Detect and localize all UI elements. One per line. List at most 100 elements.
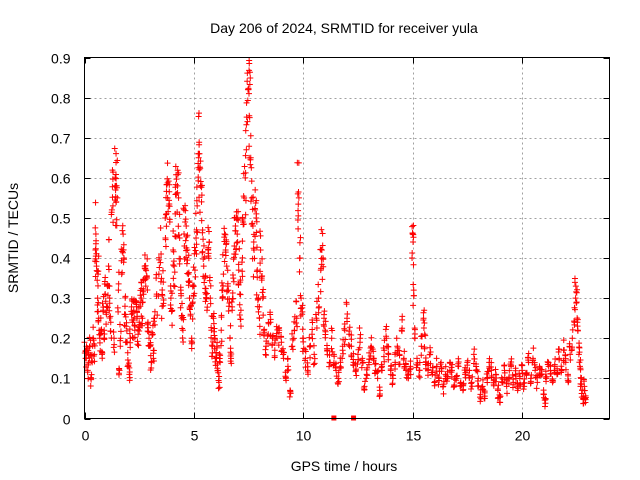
data-point (150, 355, 157, 362)
data-point (495, 382, 502, 389)
data-point (389, 372, 396, 379)
data-point (113, 216, 120, 223)
data-point (251, 255, 258, 262)
data-point (208, 353, 215, 360)
y-tick-label: 0.3 (51, 291, 71, 307)
data-point (569, 326, 576, 333)
data-point (141, 252, 148, 259)
data-point (90, 335, 97, 342)
data-point (173, 176, 180, 183)
data-point (478, 384, 485, 391)
data-point (421, 307, 428, 314)
data-point (213, 354, 220, 361)
data-point (210, 320, 217, 327)
data-point (251, 247, 258, 254)
data-point (113, 222, 120, 229)
data-point (202, 298, 209, 305)
data-point (572, 295, 579, 302)
data-point (191, 267, 198, 274)
data-point (205, 255, 212, 262)
data-point (229, 303, 236, 310)
data-point (342, 336, 349, 343)
data-point (243, 114, 250, 121)
data-point (246, 114, 253, 121)
data-point (165, 178, 172, 185)
data-point (300, 345, 307, 352)
data-point (207, 295, 214, 302)
data-point (401, 348, 408, 355)
data-point (299, 326, 306, 333)
x-tick-label: 0 (82, 428, 90, 444)
data-point (242, 152, 249, 159)
data-point (197, 178, 204, 185)
data-point (214, 339, 221, 346)
data-point (126, 326, 133, 333)
data-point (426, 351, 433, 358)
data-point (477, 398, 484, 405)
data-point (249, 222, 256, 229)
data-point (239, 273, 246, 280)
data-point (516, 373, 523, 380)
data-point (243, 121, 250, 128)
x-tick-label: 5 (191, 428, 199, 444)
data-point (158, 315, 165, 322)
data-point (240, 193, 247, 200)
data-point (551, 361, 558, 368)
data-point (571, 275, 578, 282)
data-point (180, 206, 187, 213)
data-point (108, 211, 115, 218)
data-point (572, 306, 579, 313)
data-point (304, 368, 311, 375)
data-point (573, 289, 580, 296)
data-point (169, 322, 176, 329)
data-point (421, 319, 428, 326)
data-point (357, 339, 364, 346)
data-point (449, 361, 456, 368)
data-point (170, 258, 177, 265)
data-point (139, 299, 146, 306)
data-point (177, 284, 184, 291)
data-point (311, 351, 318, 358)
data-point (168, 308, 175, 315)
data-point (233, 239, 240, 246)
data-point (320, 263, 327, 270)
data-point (169, 290, 176, 297)
data-point (344, 311, 351, 318)
data-point (106, 295, 113, 302)
data-point (422, 354, 429, 361)
data-point (427, 360, 434, 367)
data-point (353, 366, 360, 373)
data-point (241, 163, 248, 170)
data-point (94, 282, 101, 289)
data-point (184, 257, 191, 264)
data-point (421, 331, 428, 338)
data-point (432, 378, 439, 385)
data-point (229, 272, 236, 279)
data-point (179, 327, 186, 334)
data-point (505, 380, 512, 387)
data-point (184, 247, 191, 254)
data-point (293, 315, 300, 322)
data-point (131, 334, 138, 341)
data-point (170, 248, 177, 255)
data-point (110, 344, 117, 351)
data-point (249, 220, 256, 227)
data-point (267, 309, 274, 316)
data-point (193, 235, 200, 241)
data-point (485, 368, 492, 375)
data-point (318, 226, 325, 233)
data-point (496, 394, 503, 401)
data-point (381, 358, 388, 365)
data-point (259, 295, 266, 302)
data-point (239, 254, 246, 261)
data-point (237, 323, 244, 330)
data-point (104, 304, 111, 311)
data-point (156, 264, 163, 271)
data-point (243, 146, 250, 153)
data-point (246, 69, 253, 76)
data-point (247, 74, 254, 81)
data-point (144, 286, 151, 293)
data-point (200, 236, 207, 243)
data-point (473, 363, 480, 370)
data-point (295, 159, 302, 166)
